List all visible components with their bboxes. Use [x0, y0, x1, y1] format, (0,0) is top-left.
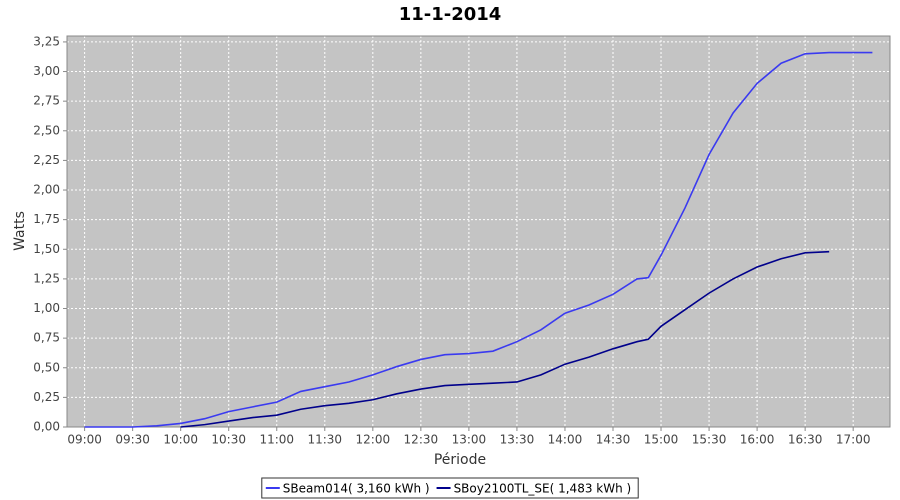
x-tick-label: 10:30	[211, 433, 246, 447]
y-tick-label: 1,25	[33, 271, 60, 285]
x-tick-label: 11:00	[259, 433, 294, 447]
x-tick-label: 12:30	[404, 433, 439, 447]
x-tick-label: 14:00	[548, 433, 583, 447]
legend-label: SBoy2100TL_SE( 1,483 kWh )	[454, 482, 632, 496]
y-tick-label: 3,25	[33, 34, 60, 48]
x-tick-label: 09:30	[115, 433, 150, 447]
y-tick-label: 1,50	[33, 242, 60, 256]
y-tick-label: 2,25	[33, 153, 60, 167]
legend-label: SBeam014( 3,160 kWh )	[283, 482, 430, 496]
y-tick-label: 2,50	[33, 123, 60, 137]
chart-title: 11-1-2014	[399, 4, 502, 25]
y-tick-label: 1,00	[33, 301, 60, 315]
x-tick-label: 10:00	[163, 433, 198, 447]
x-tick-label: 16:00	[740, 433, 775, 447]
y-tick-label: 0,50	[33, 360, 60, 374]
y-tick-label: 3,00	[33, 64, 60, 78]
y-tick-label: 2,75	[33, 94, 60, 108]
x-tick-label: 17:00	[836, 433, 871, 447]
x-tick-label: 16:30	[788, 433, 823, 447]
x-tick-label: 15:30	[692, 433, 727, 447]
y-tick-label: 0,75	[33, 331, 60, 345]
x-tick-label: 15:00	[644, 433, 679, 447]
x-tick-label: 13:30	[500, 433, 535, 447]
x-tick-label: 11:30	[307, 433, 342, 447]
plot-border	[66, 35, 891, 428]
y-axis-label: Watts	[12, 211, 28, 251]
y-tick-label: 2,00	[33, 183, 60, 197]
y-tick-label: 0,25	[33, 390, 60, 404]
plot-area	[67, 36, 890, 427]
x-tick-label: 09:00	[67, 433, 102, 447]
line-series	[84, 51, 873, 428]
x-tick-label: 14:30	[596, 433, 631, 447]
line-series	[180, 250, 830, 428]
x-tick-label: 12:00	[356, 433, 391, 447]
x-axis-label: Période	[434, 452, 486, 468]
x-tick-label: 13:00	[452, 433, 487, 447]
y-tick-label: 1,75	[33, 212, 60, 226]
y-tick-label: 0,00	[33, 420, 60, 434]
